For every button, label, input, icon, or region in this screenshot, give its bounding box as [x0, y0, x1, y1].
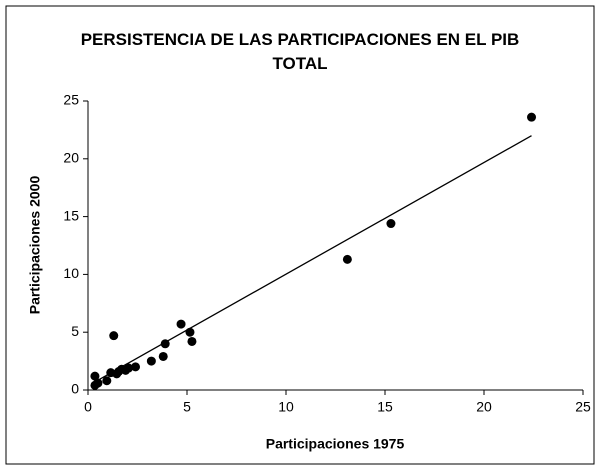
data-point	[90, 371, 100, 381]
x-tick-label: 15	[377, 399, 393, 415]
data-point	[102, 376, 112, 386]
data-point	[386, 219, 396, 229]
data-point	[342, 254, 352, 264]
y-tick-label: 15	[63, 207, 79, 223]
y-tick-label: 20	[63, 150, 79, 166]
data-point	[158, 351, 168, 361]
data-point	[131, 362, 141, 372]
data-point	[160, 339, 170, 349]
y-tick-label: 10	[63, 265, 79, 281]
data-point	[185, 327, 195, 337]
data-point	[93, 378, 103, 388]
data-point	[187, 336, 197, 346]
x-tick-label: 25	[575, 399, 591, 415]
x-tick-label: 10	[278, 399, 294, 415]
y-tick-label: 0	[71, 381, 79, 397]
data-point	[109, 331, 119, 341]
chart-title: PERSISTENCIA DE LAS PARTICIPACIONES EN E…	[80, 30, 520, 73]
x-tick-label: 20	[476, 399, 492, 415]
chart-border	[5, 5, 595, 465]
y-tick-label: 25	[63, 92, 79, 108]
data-point	[527, 112, 537, 122]
trend-line	[94, 135, 532, 383]
data-point	[146, 356, 156, 366]
data-point	[124, 363, 134, 373]
x-tick-label: 0	[84, 399, 92, 415]
data-point	[176, 319, 186, 329]
y-axis-label: Participaciones 2000	[27, 176, 43, 315]
y-tick-label: 5	[71, 323, 79, 339]
x-axis-label: Participaciones 1975	[266, 436, 405, 452]
x-tick-label: 5	[183, 399, 191, 415]
